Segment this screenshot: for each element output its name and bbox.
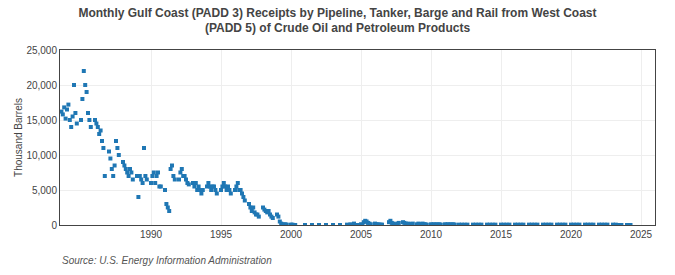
svg-text:5,000: 5,000 [32, 185, 57, 196]
svg-text:20,000: 20,000 [26, 80, 57, 91]
svg-text:1990: 1990 [140, 229, 163, 240]
svg-text:0: 0 [51, 220, 57, 231]
svg-text:2000: 2000 [280, 229, 303, 240]
svg-text:2020: 2020 [560, 229, 583, 240]
svg-text:10,000: 10,000 [26, 150, 57, 161]
svg-text:2015: 2015 [490, 229, 513, 240]
svg-text:2005: 2005 [350, 229, 373, 240]
svg-text:2010: 2010 [420, 229, 443, 240]
svg-text:Thousand Barrels: Thousand Barrels [13, 98, 24, 177]
svg-text:15,000: 15,000 [26, 115, 57, 126]
svg-text:1995: 1995 [210, 229, 233, 240]
svg-text:Monthly Gulf Coast (PADD 3) Re: Monthly Gulf Coast (PADD 3) Receipts by … [78, 6, 596, 36]
svg-text:2025: 2025 [630, 229, 653, 240]
svg-text:25,000: 25,000 [26, 45, 57, 56]
svg-text:Source: U.S. Energy Informatio: Source: U.S. Energy Information Administ… [62, 255, 272, 266]
